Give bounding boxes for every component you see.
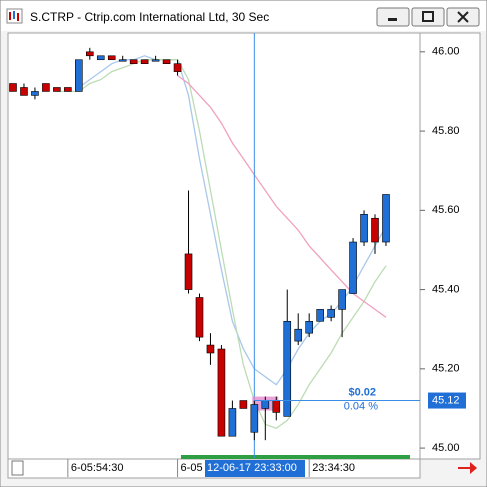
- candle-body: [338, 289, 346, 310]
- candle-body: [349, 241, 357, 294]
- candle-body: [173, 63, 182, 72]
- candle-body: [217, 348, 226, 437]
- candle-body: [327, 309, 335, 318]
- crosshair-change: $0.02: [348, 386, 376, 398]
- crosshair-price-label: 45.12: [432, 394, 460, 406]
- candle-body: [20, 87, 28, 96]
- y-tick-label: 45.80: [432, 125, 460, 137]
- crosshair-price-box: [428, 392, 466, 409]
- plot: $0.02 0.04 %: [9, 33, 420, 458]
- scroll-box[interactable]: [11, 460, 24, 476]
- maximize-button[interactable]: [411, 7, 445, 27]
- scroll-right-arrow[interactable]: [458, 462, 477, 474]
- candle-body: [96, 55, 105, 61]
- candle-body: [53, 87, 61, 92]
- x-tick-label: 6-05:54:30: [71, 462, 124, 474]
- candle-body: [107, 55, 116, 61]
- candle-body: [85, 51, 94, 57]
- crosshair-time-box: [205, 460, 305, 477]
- candle-body: [283, 320, 292, 417]
- y-tick-label: 45.60: [432, 204, 460, 216]
- progress-bar: [181, 455, 410, 459]
- moving-average-line: [56, 59, 387, 430]
- candle-body: [382, 194, 390, 243]
- candle-body: [75, 59, 83, 92]
- candle-body: [228, 408, 237, 437]
- app-icon: [6, 8, 23, 24]
- candle-body: [151, 59, 160, 62]
- candle-body: [31, 91, 39, 96]
- candle-body: [129, 59, 138, 65]
- candle-body: [118, 59, 127, 62]
- candle-body: [371, 217, 379, 243]
- candle-body: [140, 59, 149, 65]
- candle-body: [360, 213, 368, 243]
- candle-body: [261, 400, 270, 409]
- candle-body: [316, 309, 324, 322]
- candle-body: [272, 400, 281, 413]
- candle-body: [42, 83, 50, 92]
- chart-panel: [7, 32, 481, 460]
- x-tick-label: 6-05: [181, 462, 203, 474]
- y-tick-label: 46.00: [432, 46, 460, 58]
- crosshair-time-label: 12-06-17 23:33:00: [207, 462, 297, 474]
- y-tick-label: 45.00: [432, 442, 460, 454]
- candle-body: [294, 328, 303, 342]
- crosshair-change-pct: 0.04 %: [344, 400, 378, 412]
- candle-body: [305, 320, 313, 334]
- candle-body: [64, 87, 72, 92]
- candle-body: [195, 297, 204, 338]
- candle-body: [206, 344, 215, 354]
- y-tick-label: 45.40: [432, 283, 460, 295]
- close-button[interactable]: [446, 7, 480, 27]
- candle-body: [162, 59, 171, 65]
- candle-body: [9, 83, 17, 92]
- minimize-button[interactable]: [376, 7, 410, 27]
- window-title: S.CTRP - Ctrip.com International Ltd, 30…: [30, 10, 269, 24]
- y-tick-label: 45.20: [432, 363, 460, 375]
- candle-body: [184, 253, 193, 290]
- x-tick-label: 23:34:30: [312, 462, 355, 474]
- candle-body: [239, 400, 248, 409]
- candle-body: [250, 404, 259, 433]
